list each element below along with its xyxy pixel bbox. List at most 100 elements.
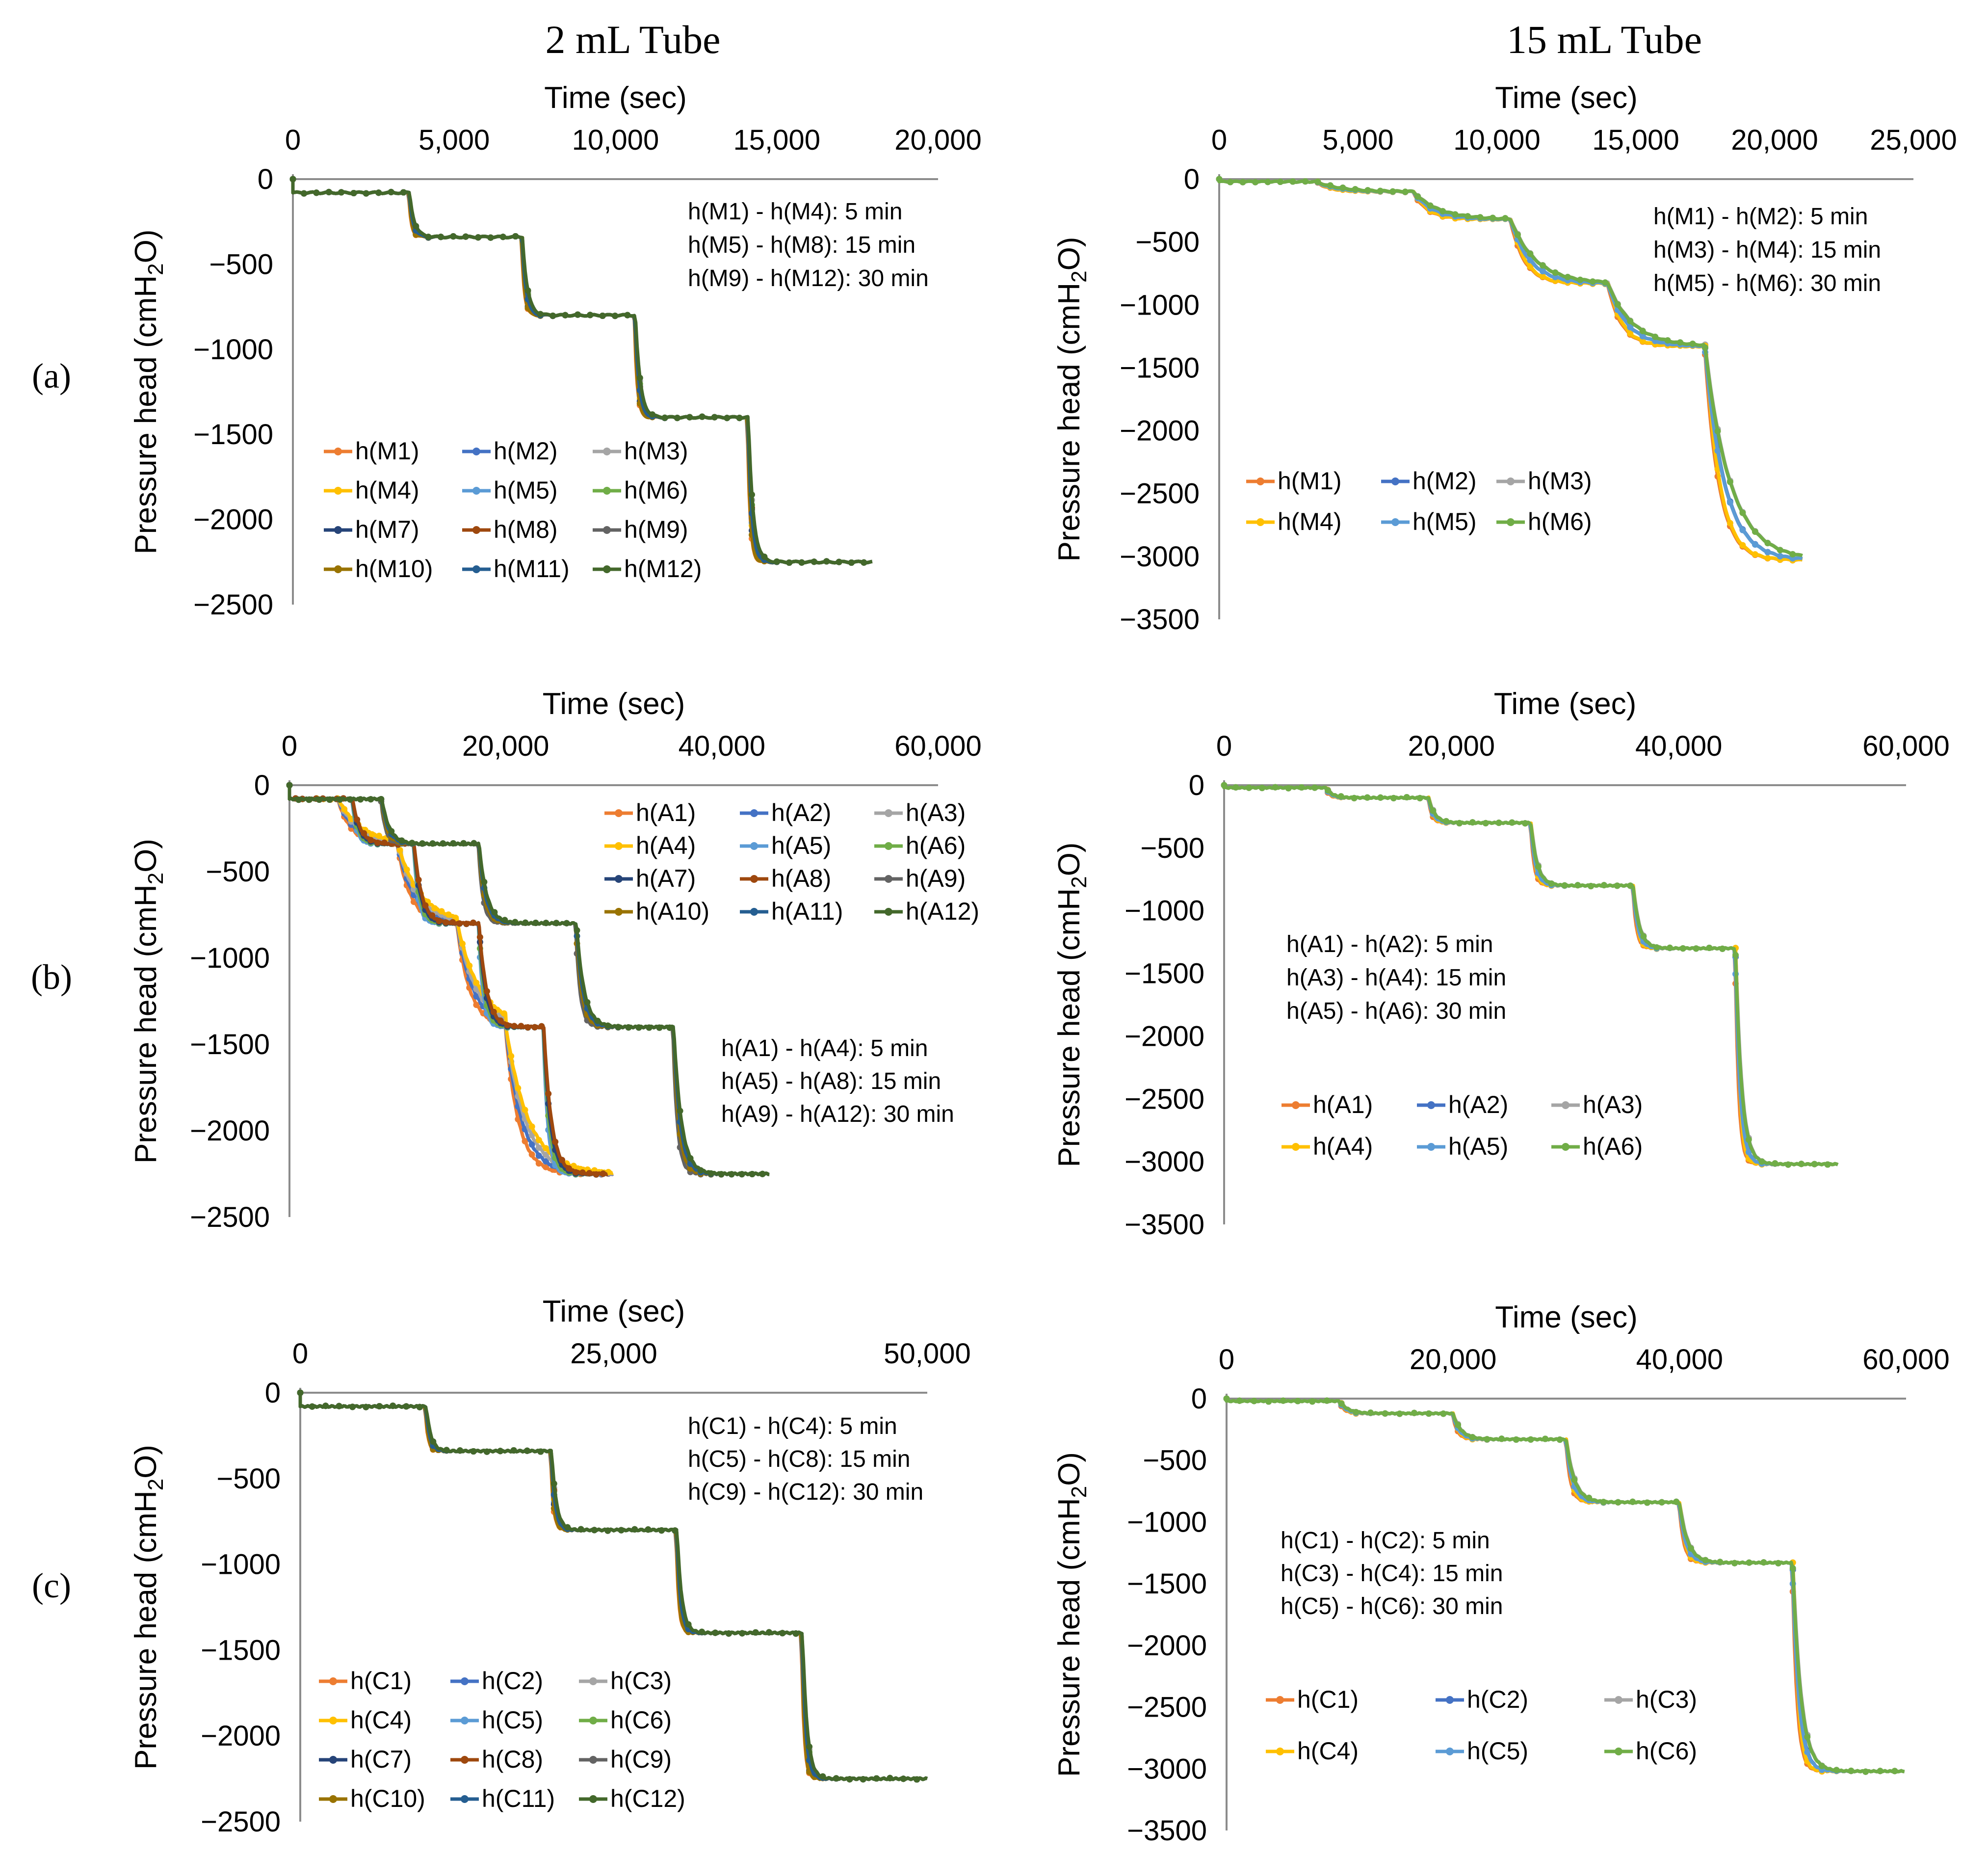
legend-item: h(M6) bbox=[593, 477, 688, 504]
series-point bbox=[1726, 478, 1733, 485]
series-point bbox=[1752, 551, 1758, 558]
series-point bbox=[1679, 945, 1686, 952]
series-point bbox=[1527, 250, 1534, 257]
y-tick-label: −2000 bbox=[1120, 415, 1200, 447]
legend-item: h(C1) bbox=[319, 1667, 412, 1695]
legend-item: h(C6) bbox=[579, 1706, 672, 1734]
legend-item: h(M4) bbox=[1246, 508, 1342, 535]
series-point bbox=[1745, 1136, 1752, 1143]
series-point bbox=[823, 558, 830, 565]
series-point bbox=[1469, 819, 1476, 826]
series-point bbox=[1414, 193, 1421, 200]
series-point bbox=[786, 559, 793, 566]
series-point bbox=[725, 1630, 732, 1637]
series-point bbox=[736, 415, 743, 422]
series-point bbox=[738, 1171, 745, 1178]
series-point bbox=[1382, 1410, 1388, 1417]
legend-marker bbox=[334, 565, 342, 573]
annotation-line: h(C5) - h(C6): 30 min bbox=[1281, 1593, 1503, 1619]
series-point bbox=[624, 312, 631, 318]
series-point bbox=[1746, 1559, 1753, 1566]
legend-marker bbox=[461, 1717, 469, 1724]
legend-marker bbox=[589, 1677, 597, 1685]
series-point bbox=[381, 839, 388, 846]
chart-a-left: Time (sec) 0 5,000 10,000 15,000 20,000 0 −500 −… bbox=[129, 81, 982, 621]
series-point bbox=[752, 1629, 759, 1636]
series-point bbox=[1327, 182, 1334, 189]
series-point bbox=[376, 832, 383, 839]
series-point bbox=[438, 234, 444, 240]
x-tick-label: 20,000 bbox=[1410, 1344, 1496, 1376]
series-point bbox=[1848, 1767, 1855, 1774]
legend-item: h(M3) bbox=[1496, 467, 1592, 495]
series-point bbox=[1539, 262, 1546, 269]
annotation-line: h(A3) - h(A4): 15 min bbox=[1286, 965, 1506, 991]
chart-b-right: Time (sec) 0 20,000 40,000 60,000 0 −500 −1000 −… bbox=[1052, 687, 1950, 1241]
series-point bbox=[357, 796, 364, 803]
legend-item: h(A1) bbox=[604, 799, 696, 826]
series-point bbox=[1673, 1498, 1680, 1505]
legend-label: h(M6) bbox=[624, 477, 688, 504]
series-point bbox=[543, 1164, 549, 1170]
y-tick-label: −1000 bbox=[193, 334, 273, 366]
legend-label: h(C2) bbox=[1467, 1686, 1528, 1713]
legend-label: h(M2) bbox=[1413, 467, 1477, 495]
legend-label: h(C3) bbox=[610, 1667, 672, 1695]
legend-label: h(C1) bbox=[350, 1667, 412, 1695]
series-point bbox=[450, 840, 457, 847]
series-point bbox=[1764, 555, 1771, 561]
series-point bbox=[599, 313, 606, 319]
series-point bbox=[470, 919, 476, 926]
legend-label: h(A10) bbox=[636, 898, 709, 925]
legend-label: h(M9) bbox=[624, 516, 688, 543]
series-point bbox=[666, 1024, 673, 1031]
series-point bbox=[806, 1743, 813, 1750]
series-point bbox=[1484, 1436, 1491, 1443]
series-point bbox=[326, 796, 333, 803]
series-point bbox=[1714, 428, 1721, 435]
legend-marker bbox=[334, 448, 342, 455]
series-point bbox=[1714, 448, 1721, 454]
x-tick-label: 50,000 bbox=[884, 1338, 970, 1370]
series-point bbox=[1629, 1498, 1636, 1505]
legend-label: h(A9) bbox=[906, 865, 966, 892]
legend-marker bbox=[1391, 518, 1399, 526]
series-point bbox=[773, 558, 780, 565]
series-point bbox=[861, 559, 867, 566]
x-tick-label: 20,000 bbox=[462, 730, 549, 762]
series-point bbox=[846, 1776, 853, 1783]
series-point bbox=[564, 1524, 571, 1531]
series-point bbox=[1739, 527, 1746, 533]
chart-a-right: Time (sec) 0 5,000 10,000 15,000 20,000 25,000… bbox=[1052, 81, 1957, 636]
series-point bbox=[1298, 784, 1305, 791]
series-point bbox=[388, 188, 394, 195]
series-point bbox=[368, 831, 375, 838]
series-point bbox=[1552, 274, 1559, 281]
series-point bbox=[1564, 274, 1571, 281]
series-point bbox=[471, 840, 477, 847]
series-point bbox=[1502, 215, 1509, 222]
series-point bbox=[686, 414, 693, 421]
legend-marker bbox=[329, 1717, 337, 1724]
series-point bbox=[1425, 1410, 1432, 1417]
series-point bbox=[528, 1123, 535, 1130]
series-point bbox=[443, 1447, 450, 1454]
legend-item: h(C7) bbox=[319, 1746, 412, 1773]
series-point bbox=[1687, 1545, 1694, 1552]
series-point bbox=[524, 1447, 530, 1454]
series-point bbox=[1614, 301, 1621, 308]
series-point bbox=[1627, 318, 1634, 324]
legend-label: h(M5) bbox=[494, 477, 558, 504]
x-tick-label: 40,000 bbox=[679, 730, 765, 762]
series-point bbox=[367, 837, 374, 844]
series-point bbox=[1652, 334, 1659, 340]
series-point bbox=[1527, 257, 1534, 264]
series-point bbox=[635, 1024, 642, 1031]
series-point bbox=[1574, 882, 1581, 889]
series-point bbox=[524, 287, 531, 294]
series-point bbox=[873, 1775, 880, 1782]
legend-label: h(M8) bbox=[494, 516, 558, 543]
x-tick-label: 20,000 bbox=[1731, 124, 1818, 156]
series-point bbox=[497, 1448, 504, 1455]
y-tick-label: −3000 bbox=[1120, 541, 1200, 573]
